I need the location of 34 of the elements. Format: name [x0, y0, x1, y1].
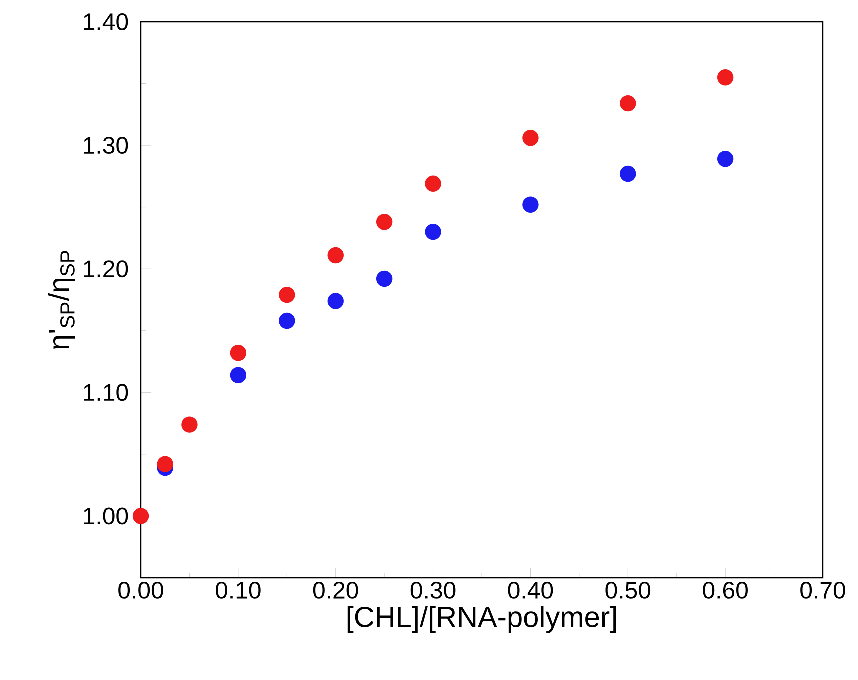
point — [132, 508, 150, 524]
x-tick-label: 0.30 — [410, 582, 456, 599]
y-tick-label: 1.10 — [84, 384, 128, 402]
y-tick-label: 1.30 — [84, 137, 128, 154]
point — [717, 70, 734, 86]
x-tick-label: 0.40 — [508, 582, 554, 599]
x-tick-label: 0.60 — [703, 582, 748, 599]
point — [279, 286, 296, 304]
point — [620, 95, 636, 112]
point — [328, 247, 344, 264]
x-tick-label: 0.00 — [118, 582, 164, 599]
point — [230, 367, 247, 384]
y-axis-title: η'$_{SP}$/η$_{SP}$ — [48, 251, 76, 349]
point — [279, 312, 296, 330]
point — [717, 151, 734, 168]
x-axis-title: [CHL]/[RNA-polymer] — [348, 606, 616, 634]
y-tick-label: 1.00 — [84, 508, 128, 525]
point — [425, 176, 442, 192]
point — [425, 224, 442, 240]
point — [157, 456, 174, 472]
x-tick-label: 0.50 — [606, 582, 651, 599]
y-tick-label: 1.20 — [84, 260, 128, 278]
point — [376, 214, 393, 230]
point — [182, 416, 198, 433]
y-tick-label: 1.40 — [84, 14, 128, 30]
point — [522, 196, 539, 213]
point — [328, 293, 344, 310]
point — [230, 345, 247, 362]
point — [522, 130, 539, 146]
point — [620, 166, 636, 182]
x-tick-label: 0.20 — [313, 582, 358, 599]
x-tick-label: 0.10 — [216, 582, 261, 599]
x-tick-label: 0.70 — [800, 582, 846, 599]
point — [376, 270, 393, 288]
